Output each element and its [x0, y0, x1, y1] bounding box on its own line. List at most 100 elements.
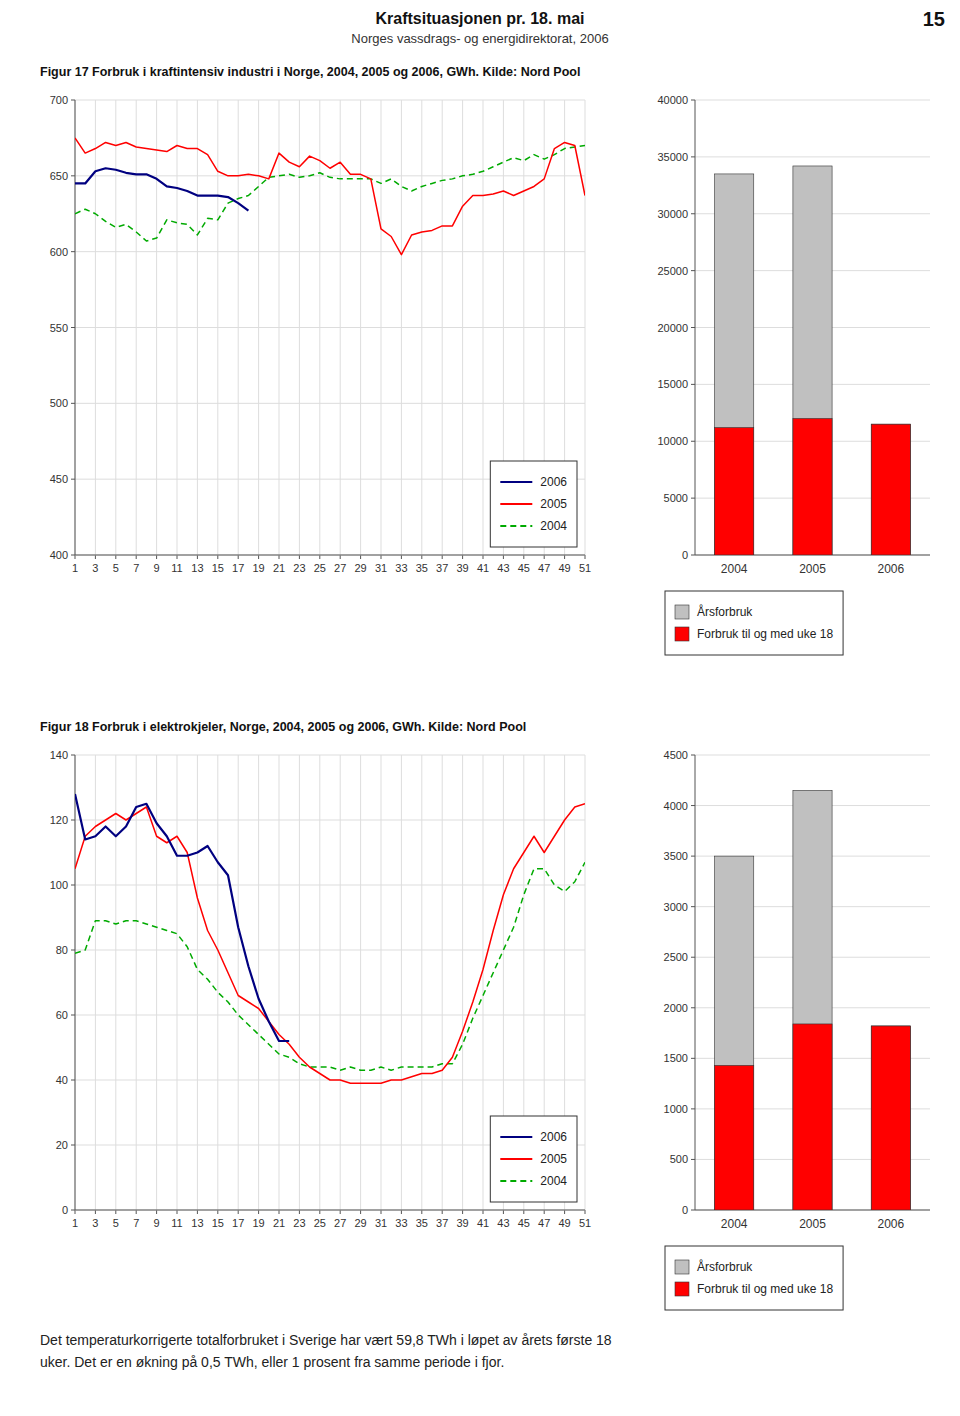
- tick-label-x: 19: [252, 1217, 264, 1229]
- tick-label-y: 80: [56, 944, 68, 956]
- tick-x: [197, 1210, 198, 1214]
- tick-y: [691, 1210, 695, 1211]
- tick-label-y: 550: [50, 322, 68, 334]
- tick-x: [217, 555, 218, 559]
- grid-line-y: [75, 1015, 585, 1016]
- grid-line-x: [299, 755, 300, 1210]
- grid-line-y: [75, 403, 585, 404]
- tick-y: [71, 820, 75, 821]
- tick-x: [75, 1210, 76, 1214]
- tick-label-y: 140: [50, 749, 68, 761]
- bar: [793, 790, 832, 1210]
- legend-label: 2004: [540, 1174, 567, 1188]
- tick-x: [238, 1210, 239, 1214]
- tick-label-y: 60: [56, 1009, 68, 1021]
- legend-swatch: [500, 481, 532, 483]
- bar: [871, 424, 910, 555]
- tick-label-y: 30000: [657, 208, 688, 220]
- category-label: 2005: [799, 562, 826, 576]
- chart-bar: 0500010000150002000025000300003500040000…: [657, 94, 930, 655]
- tick-y: [691, 906, 695, 907]
- tick-y: [691, 1159, 695, 1160]
- tick-x: [115, 1210, 116, 1214]
- tick-x: [299, 555, 300, 559]
- tick-y: [71, 950, 75, 951]
- tick-label-x: 37: [436, 1217, 448, 1229]
- tick-x: [381, 1210, 382, 1214]
- page-subtitle: Norges vassdrags- og energidirektorat, 2…: [351, 31, 608, 46]
- tick-x: [483, 1210, 484, 1214]
- tick-x: [279, 555, 280, 559]
- tick-x: [585, 555, 586, 559]
- tick-label-x: 25: [314, 1217, 326, 1229]
- bar: [871, 1026, 910, 1210]
- grid-line-x: [585, 755, 586, 1210]
- bar: [793, 1024, 832, 1210]
- grid-line-x: [258, 755, 259, 1210]
- bar: [871, 1026, 910, 1210]
- tick-label-y: 35000: [657, 151, 688, 163]
- grid-line-x: [462, 755, 463, 1210]
- grid-line-x: [360, 755, 361, 1210]
- axis-y: [695, 100, 696, 555]
- tick-x: [95, 1210, 96, 1214]
- tick-y: [71, 1015, 75, 1016]
- tick-label-x: 43: [497, 562, 509, 574]
- tick-label-x: 21: [273, 562, 285, 574]
- category-label: 2005: [799, 1217, 826, 1231]
- series-line: [75, 862, 585, 1070]
- legend-swatch: [500, 525, 532, 527]
- tick-x: [156, 555, 157, 559]
- tick-label-x: 35: [416, 1217, 428, 1229]
- tick-x: [462, 555, 463, 559]
- tick-label-x: 1: [72, 1217, 78, 1229]
- tick-label-x: 3: [92, 1217, 98, 1229]
- legend-frame: [490, 461, 577, 547]
- footer-line: Det temperaturkorrigerte totalforbruket …: [40, 1332, 612, 1348]
- tick-label-x: 45: [518, 562, 530, 574]
- tick-label-x: 41: [477, 1217, 489, 1229]
- tick-y: [71, 555, 75, 556]
- tick-x: [319, 1210, 320, 1214]
- axis-y: [75, 100, 76, 555]
- tick-x: [258, 1210, 259, 1214]
- tick-label-x: 47: [538, 1217, 550, 1229]
- legend-label: Forbruk til og med uke 18: [697, 627, 833, 641]
- tick-label-x: 41: [477, 562, 489, 574]
- tick-y: [691, 498, 695, 499]
- legend-swatch: [675, 1282, 689, 1296]
- grid-line-x: [483, 755, 484, 1210]
- bar: [715, 174, 754, 555]
- tick-y: [691, 805, 695, 806]
- tick-x: [381, 555, 382, 559]
- tick-x: [564, 555, 565, 559]
- tick-label-x: 7: [133, 562, 139, 574]
- grid-line-x: [421, 755, 422, 1210]
- grid-line-x: [238, 755, 239, 1210]
- grid-line-x: [401, 755, 402, 1210]
- tick-label-x: 49: [558, 1217, 570, 1229]
- tick-x: [238, 555, 239, 559]
- tick-x: [421, 555, 422, 559]
- grid-line-x: [136, 755, 137, 1210]
- tick-label-y: 2000: [664, 1002, 688, 1014]
- tick-y: [691, 957, 695, 958]
- footer-text: Det temperaturkorrigerte totalforbruket …: [40, 1332, 612, 1370]
- axis-y: [75, 755, 76, 1210]
- tick-label-x: 31: [375, 562, 387, 574]
- tick-label-y: 2500: [664, 951, 688, 963]
- tick-x: [156, 1210, 157, 1214]
- tick-y: [691, 441, 695, 442]
- chart-bar: 0500100015002000250030003500400045002004…: [664, 749, 930, 1310]
- tick-label-x: 33: [395, 562, 407, 574]
- page: Kraftsituasjonen pr. 18. maiNorges vassd…: [0, 0, 960, 1416]
- tick-label-y: 20000: [657, 322, 688, 334]
- tick-y: [71, 100, 75, 101]
- tick-label-x: 9: [154, 562, 160, 574]
- axis-y: [695, 755, 696, 1210]
- tick-x: [544, 555, 545, 559]
- tick-y: [71, 251, 75, 252]
- axis-x: [75, 555, 585, 556]
- plot-area: [715, 166, 911, 555]
- tick-x: [503, 1210, 504, 1214]
